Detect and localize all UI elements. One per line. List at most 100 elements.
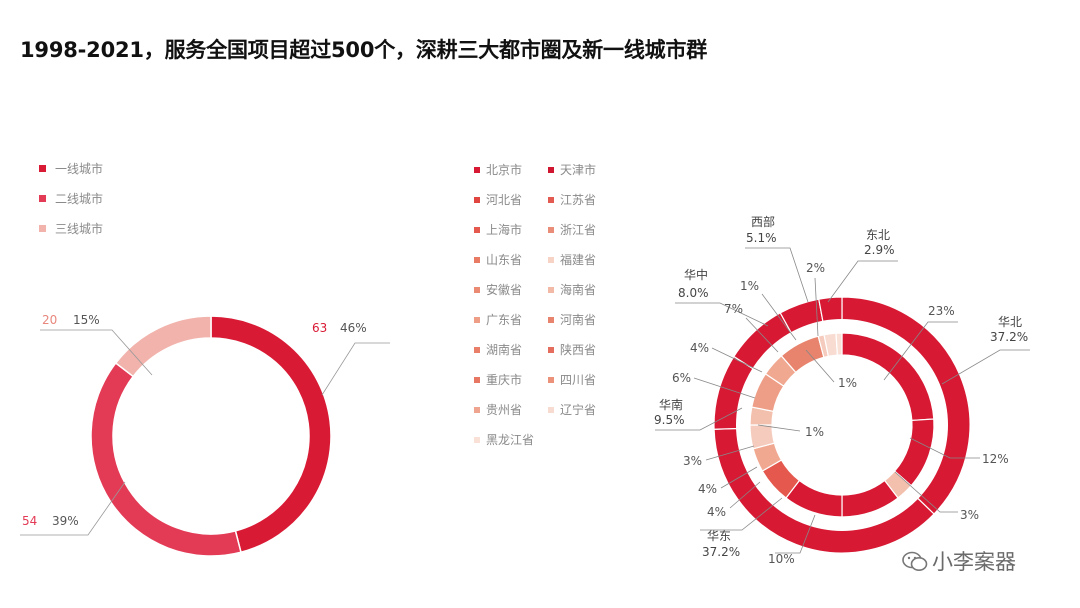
legend-swatch-tier1 [39,165,46,172]
legend-swatch-guizhou [474,407,480,413]
labels-provinces: 23% 12% 3% 10% 1% 4% 4% 3% 1% 6% 4% 7% 1… [672,261,1009,566]
leader-huanan [655,407,743,431]
donut-regions [713,296,971,554]
leader-shandong [720,466,758,489]
pct-hebei: 3% [960,508,979,522]
leader-huabei [941,349,1030,385]
percent-tier2: 39% [52,514,79,528]
region-label-huabei: 华北 [998,315,1022,329]
leader-fujian [705,445,755,461]
leader-tier2 [20,481,126,536]
legend-label-hunan: 湖南省 [486,342,522,357]
legend-label-liaoning: 辽宁省 [560,402,596,417]
slice-tier1 [210,315,332,554]
leader-jiangsu [775,514,816,554]
pct-beijing: 23% [928,304,955,318]
legend-swatch-beijing [474,167,480,173]
slice-tier3 [114,315,212,378]
legend-label-tianjin: 天津市 [560,162,596,177]
legend-label-heilongjiang: 黑龙江省 [486,433,534,447]
pct-shandong: 4% [698,482,717,496]
legend-swatch-shanghai [474,227,480,233]
slice-tier2 [90,361,242,557]
leader-hainan [693,377,756,399]
legend-swatch-chongqing [474,377,480,383]
leader-anhui [805,349,835,383]
value-tier3: 20 [42,313,57,327]
legend-label-guizhou: 贵州省 [486,403,522,417]
percent-tier1: 46% [340,321,367,335]
region-label-dongbei: 东北 [866,228,890,242]
pct-henan: 7% [724,302,743,316]
legend-provinces: 北京市 天津市 河北省 江苏省 上海市 浙江省 山东省 福建省 安徽省 海南省 … [474,162,596,447]
leader-tier1 [321,342,390,396]
value-tier1: 63 [312,321,327,335]
legend-swatch-shaanxi [548,347,554,353]
ring-separator [736,319,948,531]
legend-swatch-guangdong [474,317,480,323]
legend-label-shaanxi: 陕西省 [560,342,596,357]
region-label-huanan: 华南 [659,397,683,412]
legend-swatch-hunan [474,347,480,353]
legend-swatch-henan [548,317,554,323]
legend-swatch-jiangsu [548,197,554,203]
legend-swatch-tier3 [39,225,46,232]
leader-dongbei [827,260,898,303]
leader-beijing [883,321,958,381]
legend-label-sichuan: 四川省 [560,373,596,387]
leader-shanghai [757,424,801,432]
labels-city-tiers: 63 46% 54 39% 20 15% [20,313,390,536]
leader-henan [745,317,779,353]
region-pct-xibu: 5.1% [746,231,777,245]
region-pct-huabei: 37.2% [990,330,1028,344]
region-pct-huazhong: 8.0% [678,286,709,300]
legend-label-beijing: 北京市 [486,162,522,177]
legend-label-tier1: 一线城市 [55,161,103,176]
pct-anhui: 1% [838,376,857,390]
legend-swatch-tianjin [548,167,554,173]
leader-xibu [745,247,809,303]
leader-tianjin [909,437,980,459]
pct-guangdong: 4% [690,341,709,355]
leader-hunan [761,293,797,341]
legend-swatch-hebei [474,197,480,203]
legend-label-hainan: 海南省 [560,282,596,297]
pct-zhejiang: 4% [707,505,726,519]
region-pct-dongbei: 2.9% [864,243,895,257]
legend-swatch-shandong [474,257,480,263]
region-pct-huanan: 9.5% [654,413,685,427]
region-label-huazhong: 华中 [684,267,708,282]
outer-slice-华南 [713,355,755,430]
legend-swatch-hainan [548,287,554,293]
page-title: 1998-2021，服务全国项目超过500个，深耕三大都市圈及新一线城市群 [20,38,708,62]
pct-tianjin: 12% [982,452,1009,466]
labels-regions: 华北 37.2% 东北 2.9% 西部 5.1% 华中 8.0% 华南 9.5%… [654,214,1030,559]
legend-label-fujian: 福建省 [560,252,596,267]
leader-shaanxi [814,277,819,337]
leader-huazhong [675,302,769,327]
outer-slice-东北 [818,296,843,323]
legend-label-jiangsu: 江苏省 [560,193,596,207]
leader-hebei [894,471,958,513]
region-pct-huadong: 37.2% [702,545,740,559]
pct-hainan: 6% [672,371,691,385]
pct-shanghai: 1% [805,425,824,439]
legend-label-tier2: 二线城市 [55,191,103,206]
legend-label-zhejiang: 浙江省 [560,223,596,237]
leader-guangdong [711,347,763,373]
legend-label-guangdong: 广东省 [486,313,522,327]
legend-label-shanghai: 上海市 [486,222,522,237]
region-label-huadong: 华东 [707,529,731,543]
legend-label-tier3: 三线城市 [55,221,103,236]
watermark-text: 小李案器 [932,550,1016,574]
region-label-xibu: 西部 [751,214,775,229]
legend-swatch-anhui [474,287,480,293]
leader-zhejiang [729,481,761,509]
percent-tier3: 15% [73,313,100,327]
legend-swatch-tier2 [39,195,46,202]
legend-swatch-heilongjiang [474,437,480,443]
legend-swatch-zhejiang [548,227,554,233]
legend-swatch-liaoning [548,407,554,413]
legend-label-shandong: 山东省 [486,253,522,267]
